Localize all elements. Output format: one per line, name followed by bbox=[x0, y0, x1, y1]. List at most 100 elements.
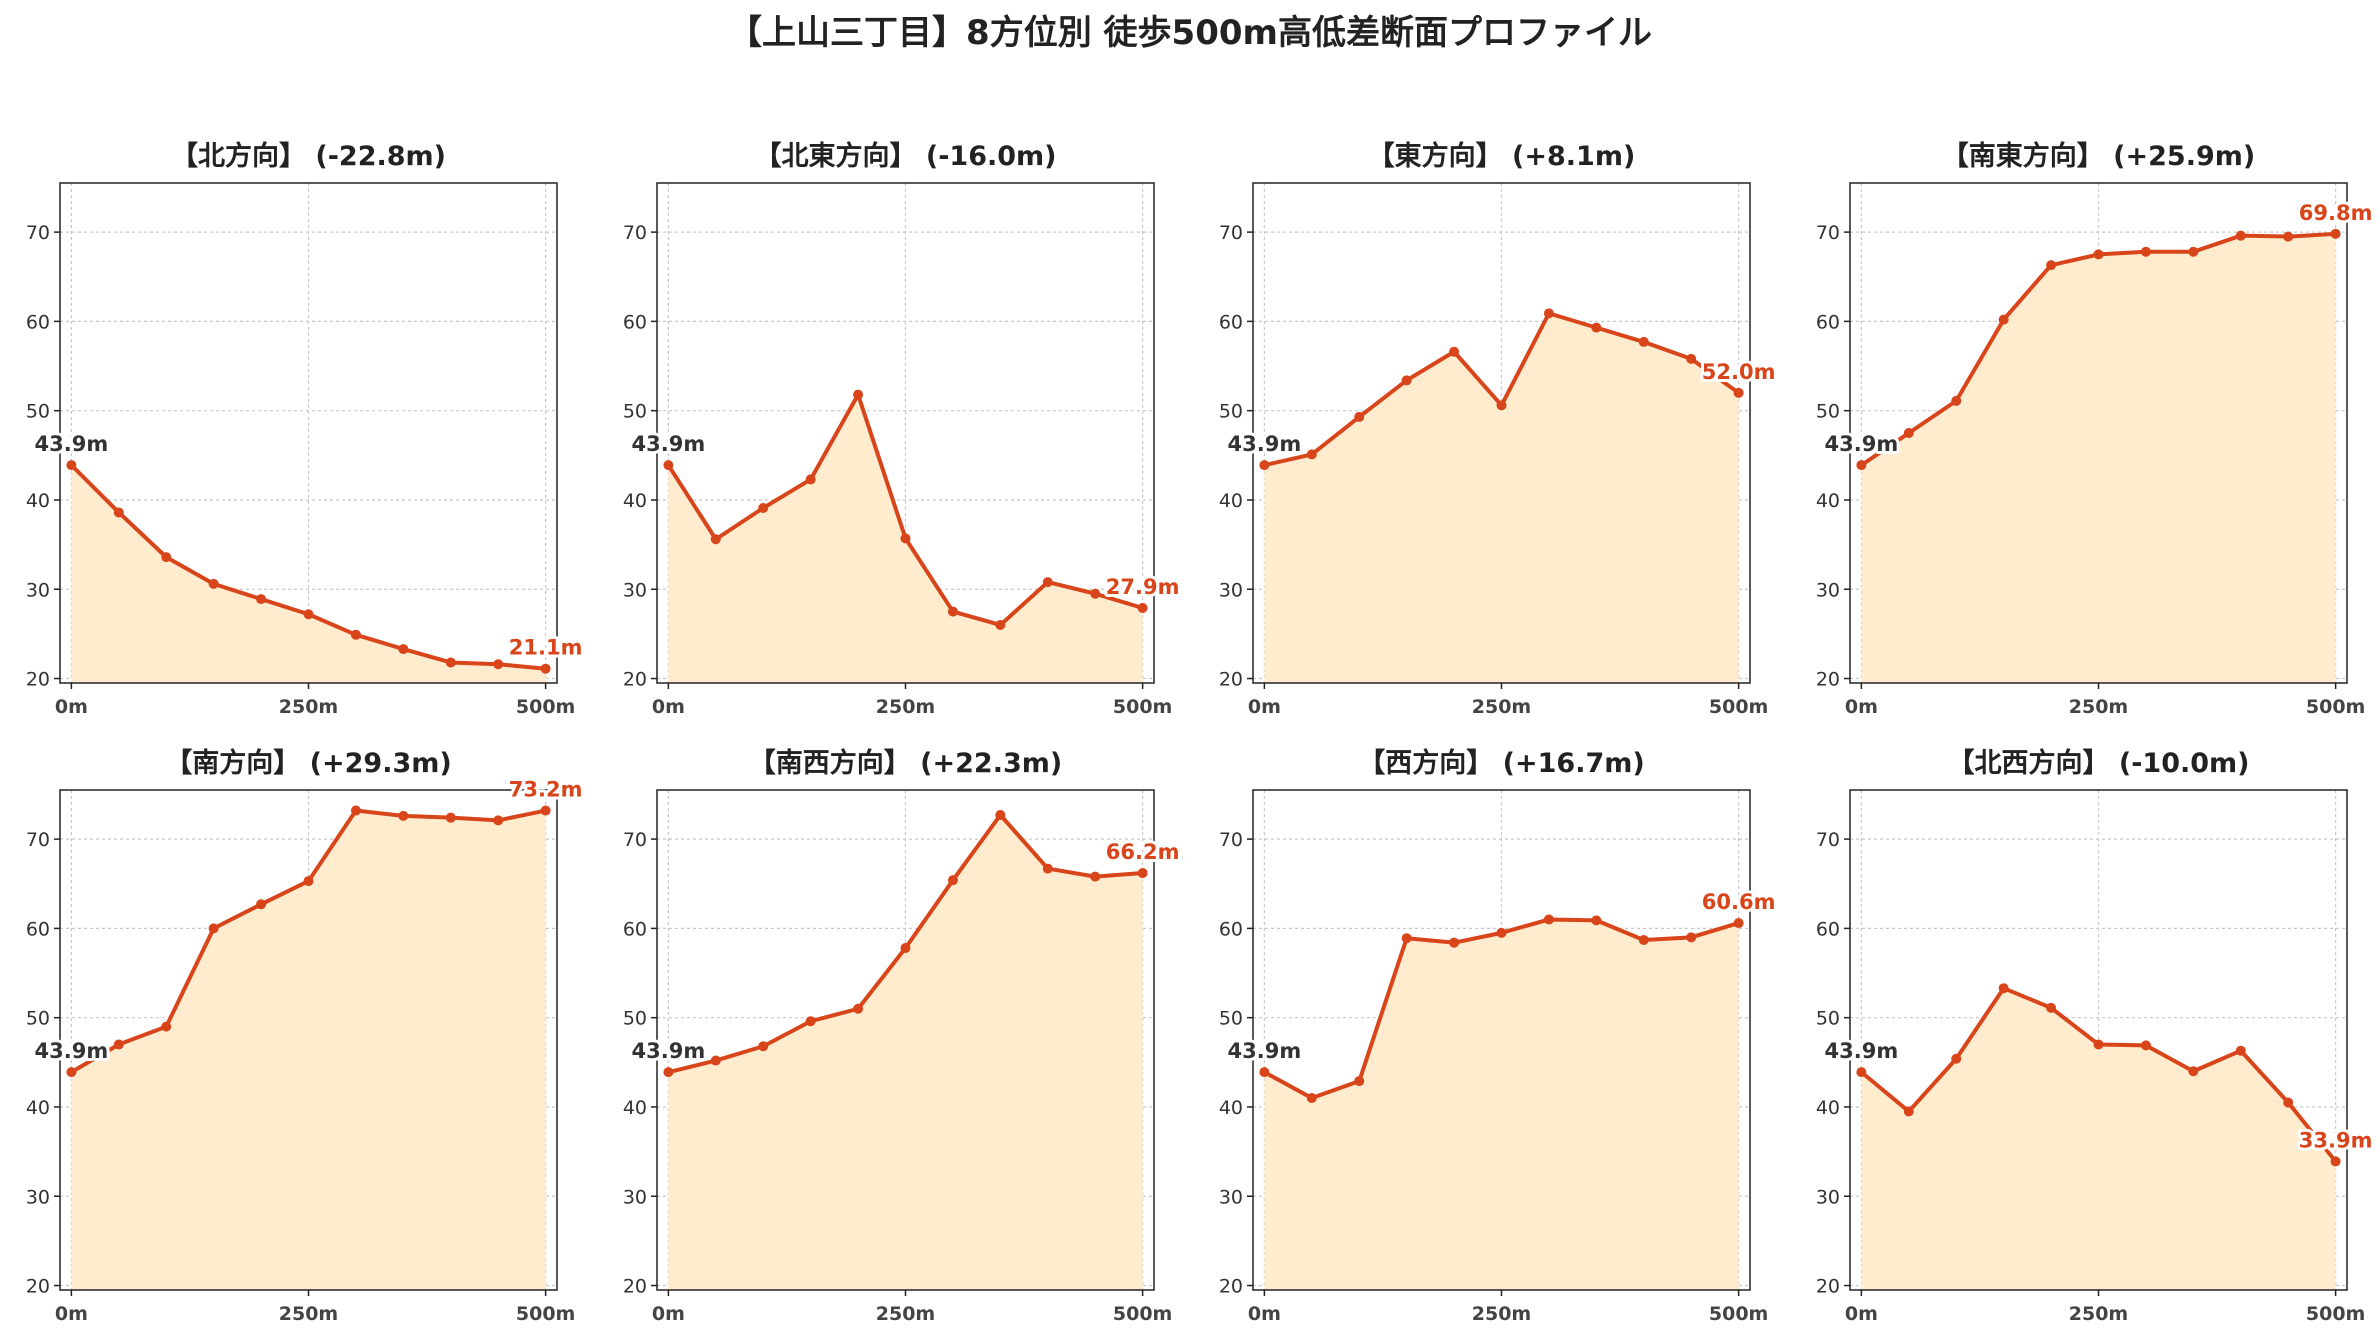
x-tick-label: 0m bbox=[1248, 696, 1281, 718]
y-tick-label: 70 bbox=[1816, 222, 1840, 244]
panel-5: 【南西方向】 (+22.3m) 20 30 40 50 60 70 0m 250m 500m 43.… bbox=[623, 747, 1183, 1325]
data-point bbox=[2330, 228, 2341, 239]
figure-title: 【上山三丁目】8方位別 徒歩500m高低差断面プロファイル bbox=[728, 13, 1652, 53]
end-elevation-label: 27.9m bbox=[1106, 575, 1180, 599]
y-tick-label: 50 bbox=[623, 401, 647, 423]
y-tick-label: 30 bbox=[1816, 1186, 1840, 1208]
panel-1: 【北東方向】 (-16.0m) 20 30 40 50 60 70 0m 250m 500m 43.… bbox=[623, 140, 1183, 718]
data-point bbox=[1998, 983, 2009, 994]
data-point bbox=[2093, 249, 2104, 260]
data-point bbox=[445, 657, 456, 668]
panel-2: 【東方向】 (+8.1m) 20 30 40 50 60 70 0m 250m 500m 43.9m… bbox=[1219, 140, 1779, 718]
x-tick-label: 250m bbox=[1472, 696, 1531, 718]
data-point bbox=[1903, 1106, 1914, 1117]
data-point bbox=[1449, 346, 1460, 357]
data-point bbox=[1496, 927, 1507, 938]
x-tick-label: 500m bbox=[1113, 1303, 1172, 1325]
y-tick-label: 50 bbox=[1219, 1008, 1243, 1030]
x-tick-label: 500m bbox=[2306, 696, 2365, 718]
data-point bbox=[1543, 914, 1554, 925]
data-point bbox=[1998, 314, 2009, 325]
panel-title: 【南西方向】 (+22.3m) bbox=[749, 747, 1062, 779]
start-elevation-label: 43.9m bbox=[1228, 1039, 1302, 1063]
y-tick-label: 50 bbox=[623, 1008, 647, 1030]
y-tick-label: 20 bbox=[1219, 1276, 1243, 1298]
data-point bbox=[256, 899, 267, 910]
start-elevation-label: 43.9m bbox=[1825, 1039, 1899, 1063]
x-tick-label: 250m bbox=[279, 1303, 338, 1325]
y-tick-label: 30 bbox=[623, 579, 647, 601]
data-point bbox=[663, 460, 674, 471]
data-point bbox=[1856, 460, 1867, 471]
x-tick-label: 0m bbox=[652, 696, 685, 718]
data-point bbox=[1951, 1053, 1962, 1064]
panel-title: 【西方向】 (+16.7m) bbox=[1358, 747, 1644, 779]
y-tick-label: 20 bbox=[26, 669, 50, 691]
x-tick-label: 250m bbox=[2069, 1303, 2128, 1325]
y-tick-label: 40 bbox=[1219, 1097, 1243, 1119]
y-tick-label: 60 bbox=[1816, 918, 1840, 940]
x-tick-label: 0m bbox=[1845, 696, 1878, 718]
data-point bbox=[805, 474, 816, 485]
y-tick-label: 60 bbox=[26, 311, 50, 333]
y-tick-label: 30 bbox=[1816, 579, 1840, 601]
y-tick-label: 20 bbox=[623, 669, 647, 691]
elevation-area bbox=[1861, 233, 2336, 683]
data-point bbox=[161, 1021, 172, 1032]
data-point bbox=[853, 1003, 864, 1014]
y-tick-label: 40 bbox=[26, 490, 50, 512]
data-point bbox=[350, 805, 361, 816]
panel-title: 【南方向】 (+29.3m) bbox=[165, 747, 451, 779]
data-point bbox=[1686, 353, 1697, 364]
y-tick-label: 50 bbox=[1816, 1008, 1840, 1030]
data-point bbox=[1137, 868, 1148, 879]
x-tick-label: 500m bbox=[1709, 1303, 1768, 1325]
data-point bbox=[445, 812, 456, 823]
start-elevation-label: 43.9m bbox=[35, 432, 109, 456]
data-point bbox=[1354, 411, 1365, 422]
end-elevation-label: 52.0m bbox=[1702, 360, 1776, 384]
data-point bbox=[1306, 449, 1317, 460]
data-point bbox=[113, 1039, 124, 1050]
x-tick-label: 250m bbox=[1472, 1303, 1531, 1325]
data-point bbox=[208, 578, 219, 589]
y-tick-label: 70 bbox=[26, 829, 50, 851]
data-point bbox=[1042, 577, 1053, 588]
y-tick-label: 50 bbox=[1219, 401, 1243, 423]
y-tick-label: 50 bbox=[26, 1008, 50, 1030]
y-tick-label: 30 bbox=[26, 1186, 50, 1208]
y-tick-label: 40 bbox=[623, 490, 647, 512]
end-elevation-label: 60.6m bbox=[1702, 890, 1776, 914]
y-tick-label: 70 bbox=[1219, 829, 1243, 851]
panel-title: 【南東方向】 (+25.9m) bbox=[1942, 140, 2255, 172]
data-point bbox=[2093, 1039, 2104, 1050]
y-tick-label: 20 bbox=[1816, 669, 1840, 691]
data-point bbox=[1638, 935, 1649, 945]
data-point bbox=[493, 815, 504, 826]
data-point bbox=[1733, 387, 1744, 398]
y-tick-label: 60 bbox=[623, 311, 647, 333]
y-tick-label: 60 bbox=[1219, 311, 1243, 333]
data-point bbox=[758, 503, 769, 513]
x-tick-label: 250m bbox=[876, 696, 935, 718]
data-point bbox=[1259, 1067, 1270, 1078]
x-tick-label: 500m bbox=[2306, 1303, 2365, 1325]
y-tick-label: 40 bbox=[1816, 1097, 1840, 1119]
x-tick-label: 0m bbox=[55, 696, 88, 718]
x-tick-label: 0m bbox=[1248, 1303, 1281, 1325]
elevation-area bbox=[71, 465, 546, 683]
data-point bbox=[66, 1067, 77, 1078]
panel-3: 【南東方向】 (+25.9m) 20 30 40 50 60 70 0m 250m 500m 43.… bbox=[1816, 140, 2376, 718]
elevation-area bbox=[71, 810, 546, 1290]
data-point bbox=[1401, 933, 1412, 944]
data-point bbox=[256, 594, 267, 605]
data-point bbox=[1733, 918, 1744, 929]
data-point bbox=[1951, 395, 1962, 406]
data-point bbox=[1496, 400, 1507, 411]
data-point bbox=[995, 619, 1006, 630]
panel-title: 【北方向】 (-22.8m) bbox=[171, 140, 446, 172]
y-tick-label: 20 bbox=[1219, 669, 1243, 691]
data-point bbox=[2235, 1045, 2246, 1056]
y-tick-label: 20 bbox=[26, 1276, 50, 1298]
